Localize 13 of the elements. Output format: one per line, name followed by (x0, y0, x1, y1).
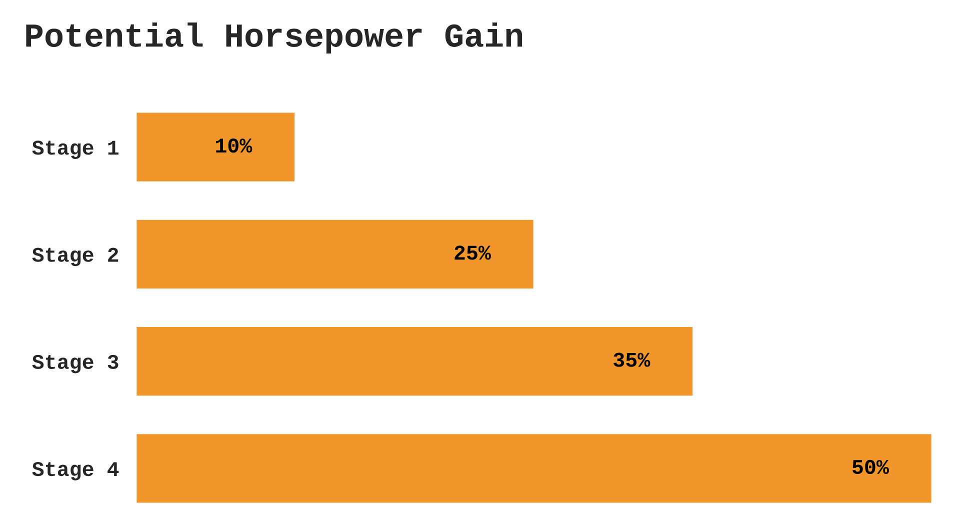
y-tick-label: Stage 1 (32, 140, 118, 159)
data-label: 10% (216, 138, 252, 153)
bar (136, 218, 535, 290)
y-tick-label: Stage 4 (32, 462, 119, 480)
bar (136, 111, 296, 183)
data-label: 50% (852, 460, 889, 474)
y-tick-label: Stage 2 (32, 248, 118, 266)
data-label: 35% (614, 352, 650, 367)
bar (136, 326, 694, 398)
chart-title: Potential Horsepower Gain (26, 22, 522, 54)
bar (136, 432, 932, 504)
y-tick-label: Stage 3 (32, 354, 118, 374)
data-label: 25% (454, 246, 491, 260)
